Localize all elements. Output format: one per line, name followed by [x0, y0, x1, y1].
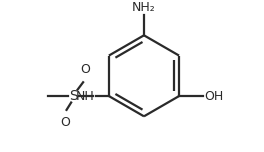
Text: NH: NH [76, 90, 94, 103]
Text: O: O [80, 63, 90, 76]
Text: OH: OH [204, 90, 223, 103]
Text: NH₂: NH₂ [132, 1, 156, 14]
Text: S: S [69, 89, 78, 103]
Text: O: O [60, 116, 70, 129]
